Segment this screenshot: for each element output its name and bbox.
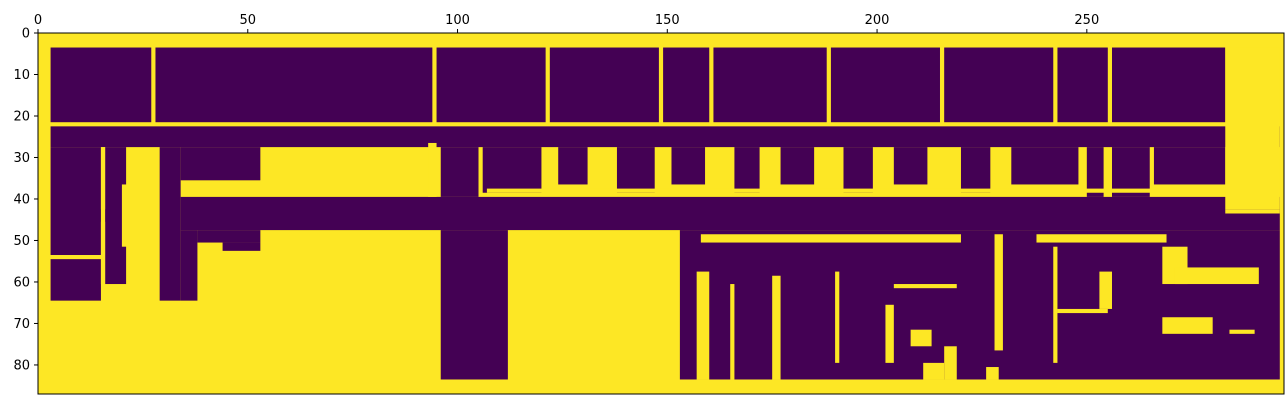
heatmap-wall-25 [1036, 234, 1167, 243]
y-tick-label-0: 0 [22, 27, 30, 42]
x-tick-label-4: 200 [865, 13, 890, 28]
heatmap-wall-21 [1174, 267, 1259, 285]
heatmap-region-5 [713, 47, 827, 123]
heatmap-region-24 [671, 147, 706, 185]
heatmap-region-10 [50, 126, 1280, 148]
x-axis: 0 50 100 150 200 250 [34, 13, 1099, 33]
heatmap-wall-14 [944, 346, 957, 380]
heatmap-region-27 [843, 147, 873, 193]
heatmap-region-19 [222, 242, 261, 251]
heatmap-wall-11 [893, 284, 957, 289]
heatmap-region-20 [440, 147, 479, 197]
heatmap-wall-6 [696, 271, 710, 380]
heatmap-wall-17 [1053, 246, 1058, 363]
heatmap-region-8 [1057, 47, 1108, 123]
heatmap-wall-3 [428, 142, 437, 197]
heatmap-region-2 [436, 47, 546, 123]
heatmap-region-14 [159, 147, 181, 301]
heatmap-region-6 [830, 47, 940, 123]
heatmap-region-9 [1111, 47, 1226, 123]
heatmap-region-33 [1153, 147, 1226, 185]
heatmap-region-31 [1086, 147, 1104, 197]
heatmap-region-18 [197, 230, 261, 243]
heatmap-region-35 [679, 230, 1280, 380]
heatmap-region-23 [616, 147, 655, 193]
plot-area [37, 32, 1285, 395]
y-tick-label-8: 80 [13, 358, 30, 373]
heatmap-wall-10 [885, 304, 894, 363]
y-tick-label-6: 60 [13, 275, 30, 290]
heatmap-region-1 [155, 47, 433, 123]
y-tick-label-7: 70 [13, 317, 30, 332]
heatmap-wall-18 [1057, 308, 1108, 314]
heatmap-region-11 [50, 147, 101, 255]
heatmap-region-26 [780, 147, 815, 185]
x-tick-label-1: 50 [239, 13, 256, 28]
heatmap-region-34 [440, 230, 508, 380]
heatmap-region-25 [734, 147, 760, 193]
heatmap-wall-4 [486, 188, 1226, 193]
heatmap-cells [50, 47, 1280, 380]
heatmap-region-22 [558, 147, 588, 185]
heatmap-wall-1 [100, 221, 106, 285]
heatmap-region-30 [1011, 147, 1079, 185]
heatmap-wall-22 [1162, 317, 1213, 334]
heatmap-wall-16 [986, 367, 999, 380]
y-tick-label-3: 30 [13, 151, 30, 166]
heatmap-wall-15 [994, 234, 1003, 351]
heatmap-wall-2 [121, 184, 131, 247]
y-tick-label-2: 20 [13, 109, 30, 124]
y-axis: 0 10 20 30 40 50 60 70 80 [13, 27, 38, 373]
heatmap-region-17 [180, 230, 198, 301]
heatmap-region-3 [549, 47, 659, 123]
heatmap-region-21 [482, 147, 542, 193]
x-tick-label-3: 150 [655, 13, 680, 28]
heatmap-region-15 [180, 147, 261, 181]
heatmap-wall-8 [772, 275, 781, 380]
heatmap-region-4 [663, 47, 710, 123]
y-tick-label-1: 10 [13, 68, 30, 83]
heatmap-wall-23 [1229, 329, 1255, 334]
heatmap-region-0 [50, 47, 152, 123]
heatmap-wall-7 [730, 284, 735, 380]
x-tick-label-5: 250 [1074, 13, 1099, 28]
x-tick-label-2: 100 [445, 13, 470, 28]
plot-frame [37, 32, 1285, 395]
y-tick-label-4: 40 [13, 192, 30, 207]
heatmap-region-28 [893, 147, 928, 185]
heatmap-wall-9 [835, 271, 840, 363]
heatmap-wall-0 [100, 147, 106, 210]
heatmap-wall-12 [910, 329, 932, 347]
heatmap-region-29 [960, 147, 991, 193]
heatmap-wall-26 [1225, 209, 1280, 214]
heatmap-wall-13 [923, 362, 945, 380]
heatmap-region-12 [50, 259, 101, 301]
x-tick-label-0: 0 [34, 13, 42, 28]
heatmap-region-16 [180, 196, 1280, 231]
heatmap-region-7 [944, 47, 1054, 123]
heatmap-wall-24 [700, 234, 961, 243]
heatmap-wall-5 [1225, 47, 1280, 210]
heatmap-wall-19 [1099, 271, 1112, 309]
heatmap-region-13 [105, 147, 127, 285]
y-tick-label-5: 50 [13, 234, 30, 249]
